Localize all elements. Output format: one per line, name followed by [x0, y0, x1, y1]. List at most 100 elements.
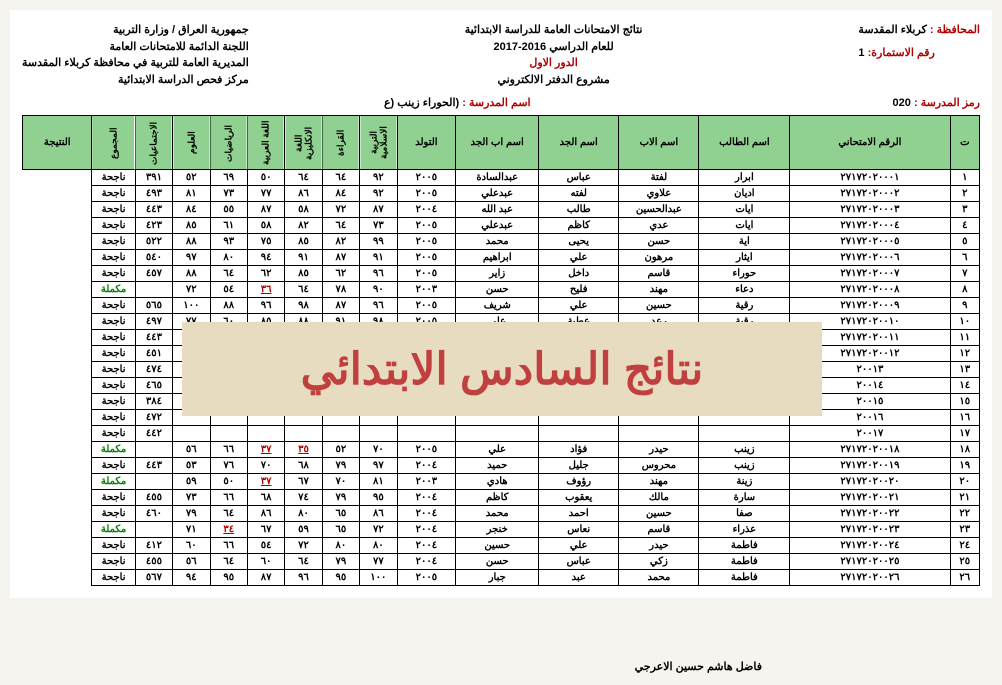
- col-ggrand: اسم اب الجد: [456, 116, 539, 170]
- table-cell: ابراهيم: [456, 250, 539, 266]
- table-cell: ٢٠٠٤: [397, 458, 456, 474]
- gov-value: كربلاء المقدسة: [858, 24, 926, 36]
- table-cell: ٢٧١٧٢٠٢٠٠١٩: [790, 458, 950, 474]
- table-cell: ٧٨: [322, 282, 359, 298]
- table-cell: ٢٧١٧٢٠٢٠٠٠٣: [790, 202, 950, 218]
- table-cell: ٥٤: [210, 282, 247, 298]
- result-cell: ناجحة: [92, 170, 135, 186]
- table-cell: ٧٢: [285, 538, 322, 554]
- table-cell: ١٦: [950, 410, 979, 426]
- table-row: ٢٢٢٧١٧٢٠٢٠٠٢٢صفاحسيناحمدمحمد٢٠٠٤٨٦٦٥٨٠٨٦…: [23, 506, 980, 522]
- table-cell: ٩٠: [360, 282, 397, 298]
- result-cell: ناجحة: [92, 490, 135, 506]
- table-cell: ٨٦: [247, 506, 284, 522]
- footer-signature: فاضل هاشم حسين الاعرجي: [635, 660, 762, 673]
- table-cell: مرهون: [619, 250, 699, 266]
- table-cell: ٥٤٠: [135, 250, 172, 266]
- table-cell: ٢٧١٧٢٠٢٠٠٠٨: [790, 282, 950, 298]
- table-cell: ٤٤٣: [135, 202, 172, 218]
- table-cell: [135, 474, 172, 490]
- table-cell: ٣٨٤: [135, 394, 172, 410]
- table-cell: علي: [539, 298, 619, 314]
- table-cell: ٦٥: [322, 522, 359, 538]
- table-cell: ٧١: [173, 522, 210, 538]
- table-cell: ٤٤٢: [135, 426, 172, 442]
- table-cell: ٥٢: [173, 170, 210, 186]
- table-cell: ٩١: [360, 250, 397, 266]
- table-cell: [322, 426, 359, 442]
- table-cell: [247, 426, 284, 442]
- table-cell: ١٩: [950, 458, 979, 474]
- table-cell: ٢٧١٧٢٠٢٠٠٠٤: [790, 218, 950, 234]
- table-cell: ٧٤: [285, 490, 322, 506]
- table-cell: ٤٥٥: [135, 490, 172, 506]
- table-row: ٦٢٧١٧٢٠٢٠٠٠٦ايثارمرهونعليابراهيم٢٠٠٥٩١٨٧…: [23, 250, 980, 266]
- table-cell: ٢٠٠٥: [397, 442, 456, 458]
- school-value: (الحوراء زينب (ع: [384, 97, 459, 109]
- table-cell: ٤٦٥: [135, 378, 172, 394]
- table-cell: ٥٦: [173, 554, 210, 570]
- table-cell: ٢٠٠٥: [397, 234, 456, 250]
- table-cell: ١١: [950, 330, 979, 346]
- table-cell: محمد: [619, 570, 699, 586]
- table-cell: ١٨: [950, 442, 979, 458]
- table-cell: ٨٨: [173, 234, 210, 250]
- col-dob: التولد: [397, 116, 456, 170]
- table-cell: هادي: [456, 474, 539, 490]
- table-cell: ٤٧٢: [135, 410, 172, 426]
- result-cell: مكملة: [92, 282, 135, 298]
- table-cell: ٤٢٣: [135, 218, 172, 234]
- table-cell: ٦٧: [247, 522, 284, 538]
- result-cell: ناجحة: [92, 250, 135, 266]
- table-cell: ٢٧١٧٢٠٢٠٠٠٦: [790, 250, 950, 266]
- table-cell: حسن: [619, 234, 699, 250]
- table-row: ٢٢٧١٧٢٠٢٠٠٠٢اديانعلاويلفتهعبدعلي٢٠٠٥٩٢٨٤…: [23, 186, 980, 202]
- table-cell: ٩٥: [210, 570, 247, 586]
- table-cell: عبد: [539, 570, 619, 586]
- table-cell: عذراء: [699, 522, 790, 538]
- table-cell: مهند: [619, 474, 699, 490]
- result-cell: ناجحة: [92, 378, 135, 394]
- col-father: اسم الاب: [619, 116, 699, 170]
- table-cell: ٢٧١٧٢٠٢٠٠٢١: [790, 490, 950, 506]
- table-cell: [173, 426, 210, 442]
- table-cell: ١٢: [950, 346, 979, 362]
- table-cell: ٣: [950, 202, 979, 218]
- table-cell: ٩٤: [173, 570, 210, 586]
- table-cell: ٦٤: [322, 218, 359, 234]
- table-cell: ٦٤: [210, 506, 247, 522]
- table-cell: ٤٥٧: [135, 266, 172, 282]
- table-cell: ابرار: [699, 170, 790, 186]
- table-cell: ٥٣: [173, 458, 210, 474]
- document-page: جمهورية العراق / وزارة التربية اللجنة ال…: [10, 10, 992, 598]
- table-cell: ٢٧١٧٢٠٢٠٠٢٠: [790, 474, 950, 490]
- table-cell: ٥٢٢: [135, 234, 172, 250]
- table-cell: عباس: [539, 554, 619, 570]
- table-cell: ٢: [950, 186, 979, 202]
- result-cell: مكملة: [92, 522, 135, 538]
- table-cell: [360, 426, 397, 442]
- table-cell: ايات: [699, 202, 790, 218]
- table-cell: ٢٠٠١٧: [790, 426, 950, 442]
- table-cell: [539, 426, 619, 442]
- header: جمهورية العراق / وزارة التربية اللجنة ال…: [22, 22, 980, 88]
- result-cell: ناجحة: [92, 538, 135, 554]
- table-row: ٢٦٢٧١٧٢٠٢٠٠٢٦فاطمةمحمدعبدجبار٢٠٠٥١٠٠٩٥٩٦…: [23, 570, 980, 586]
- table-cell: ٦١: [210, 218, 247, 234]
- table-cell: مهند: [619, 282, 699, 298]
- table-cell: شريف: [456, 298, 539, 314]
- table-cell: ٧٢: [173, 282, 210, 298]
- table-cell: ٩٤: [247, 250, 284, 266]
- school-label: اسم المدرسة :: [462, 97, 530, 109]
- table-cell: ٩٦: [247, 298, 284, 314]
- result-cell: ناجحة: [92, 314, 135, 330]
- table-cell: ٢٠٠٤: [397, 506, 456, 522]
- table-cell: محمد: [456, 506, 539, 522]
- table-cell: [397, 426, 456, 442]
- table-cell: فاطمة: [699, 538, 790, 554]
- table-cell: ٨٢: [285, 218, 322, 234]
- table-cell: ٦٥: [322, 506, 359, 522]
- table-row: ٧٢٧١٧٢٠٢٠٠٠٧حوراءقاسمداخلزاير٢٠٠٥٩٦٦٢٨٥٦…: [23, 266, 980, 282]
- table-cell: ٢٧١٧٢٠٢٠٠٢٣: [790, 522, 950, 538]
- col-exam: الرقم الامتحاني: [790, 116, 950, 170]
